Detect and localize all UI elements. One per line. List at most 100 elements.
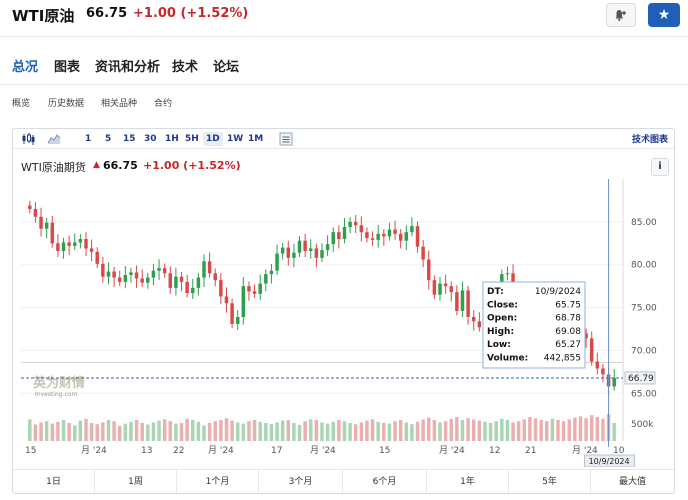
volume-bar [612, 423, 616, 441]
candle-body [320, 250, 324, 258]
candle-body [427, 259, 431, 281]
volume-bar [207, 423, 212, 441]
main-nav: 总况 图表 资讯和分析 技术 论坛 [0, 56, 688, 78]
range-1y[interactable]: 1年 [427, 470, 509, 494]
area-chart-icon[interactable] [47, 132, 61, 146]
volume-bar [427, 417, 431, 441]
subnav-contract[interactable]: 合约 [154, 99, 173, 109]
candle-body [314, 248, 319, 258]
candle-body [466, 290, 470, 317]
tooltip-label: High: [487, 327, 514, 337]
volume-bar [286, 420, 291, 441]
subnav-related-instruments[interactable]: 相关品种 [101, 99, 138, 109]
chart-change: +1.00 (+1.52%) [143, 159, 241, 172]
volume-bar [353, 424, 358, 441]
volume-bar [387, 423, 392, 441]
interval-5min[interactable]: 5 [105, 134, 112, 144]
info-button[interactable]: i [651, 158, 669, 176]
candle-body [146, 277, 150, 283]
interval-1d[interactable]: 1D [203, 132, 223, 146]
chart-instrument-name: WTI原油期货 [21, 161, 86, 174]
x-tick-label: 月 '24 [439, 445, 465, 456]
candle-body [595, 361, 600, 369]
range-max[interactable]: 最大值 [618, 477, 646, 487]
volume-bar [219, 420, 223, 441]
volume-bar [550, 418, 555, 441]
candle-body [196, 277, 201, 288]
volume-bar [241, 423, 246, 441]
candle-body [505, 273, 510, 275]
tab-charts[interactable]: 图表 [54, 60, 81, 75]
tab-forum[interactable]: 论坛 [213, 60, 240, 75]
watermark-logo: 英为财情 [32, 375, 85, 391]
volume-bar [320, 422, 324, 441]
interval-1min[interactable]: 1 [85, 134, 92, 144]
candle-body [101, 263, 105, 277]
tooltip-value: 65.27 [555, 340, 581, 350]
indicator-menu-icon[interactable] [279, 132, 293, 146]
candle-body [359, 225, 364, 233]
candle-body [134, 272, 139, 279]
range-6m[interactable]: 6个月 [343, 470, 427, 494]
candle-body [73, 242, 77, 246]
x-tick-label: 月 '24 [81, 445, 107, 456]
range-1d[interactable]: 1日 [13, 470, 95, 494]
interval-5h[interactable]: 5H [185, 134, 199, 144]
candle-body [601, 368, 605, 375]
tab-technical[interactable]: 技术 [172, 60, 199, 75]
volume-bar [140, 423, 144, 441]
volume-bar [123, 423, 128, 441]
volume-bar [84, 418, 88, 441]
tab-news-analysis[interactable]: 资讯和分析 [95, 60, 161, 75]
volume-bar [280, 420, 285, 441]
range-1w[interactable]: 1周 [95, 470, 177, 494]
candle-body [162, 268, 167, 274]
interval-15min[interactable]: 15 [123, 134, 136, 144]
range-5y[interactable]: 5年 [509, 470, 591, 494]
candle-body [370, 238, 375, 240]
volume-bar [578, 416, 583, 441]
volume-bar [73, 425, 77, 441]
range-3m[interactable]: 3个月 [259, 470, 343, 494]
subnav-historical-data[interactable]: 历史数据 [48, 99, 85, 109]
candle-body [56, 243, 60, 251]
volume-bar [258, 421, 262, 441]
volume-bar [325, 423, 330, 441]
watchlist-button[interactable]: ★ [648, 3, 680, 27]
y-tick-label: 85.00 [631, 218, 657, 228]
candle-body [61, 242, 66, 251]
volume-bar [533, 418, 538, 441]
candle-body [443, 283, 448, 287]
technical-chart-link[interactable]: 技术图表 [631, 135, 668, 145]
volume-bar [455, 417, 459, 441]
volume-bar [67, 423, 71, 441]
volume-bar [449, 418, 453, 441]
candle-body [309, 248, 313, 251]
price-chart[interactable]: 85.00 80.00 75.00 70.00 65.00 英为财情Investing.c… [13, 179, 674, 467]
tab-overview[interactable]: 总况 [12, 60, 39, 75]
candlestick-icon[interactable] [21, 132, 35, 146]
x-tick-label: 月 '24 [572, 445, 598, 456]
interval-30min[interactable]: 30 [144, 134, 157, 144]
candle-body [106, 271, 111, 277]
candle-body [449, 286, 453, 293]
volume-bar [89, 423, 94, 441]
range-1m[interactable]: 1个月 [177, 470, 259, 494]
up-arrow-icon: ▲ [93, 160, 100, 170]
alert-button[interactable] [606, 3, 636, 27]
candle-body [382, 233, 386, 237]
volume-bar [50, 423, 55, 441]
interval-1h[interactable]: 1H [165, 134, 179, 144]
candle-body [151, 270, 156, 278]
candle-body [179, 276, 184, 282]
volume-bar [56, 421, 60, 441]
interval-1w[interactable]: 1W [227, 134, 244, 144]
volume-bar [39, 422, 43, 441]
candle-body [286, 247, 291, 258]
tooltip-value: 442,855 [544, 354, 581, 364]
subnav-overview[interactable]: 概览 [12, 99, 31, 109]
volume-bar [516, 421, 521, 441]
interval-1m[interactable]: 1M [248, 134, 264, 144]
candle-body [213, 273, 217, 281]
volume-axis-label: 500k [631, 420, 654, 430]
